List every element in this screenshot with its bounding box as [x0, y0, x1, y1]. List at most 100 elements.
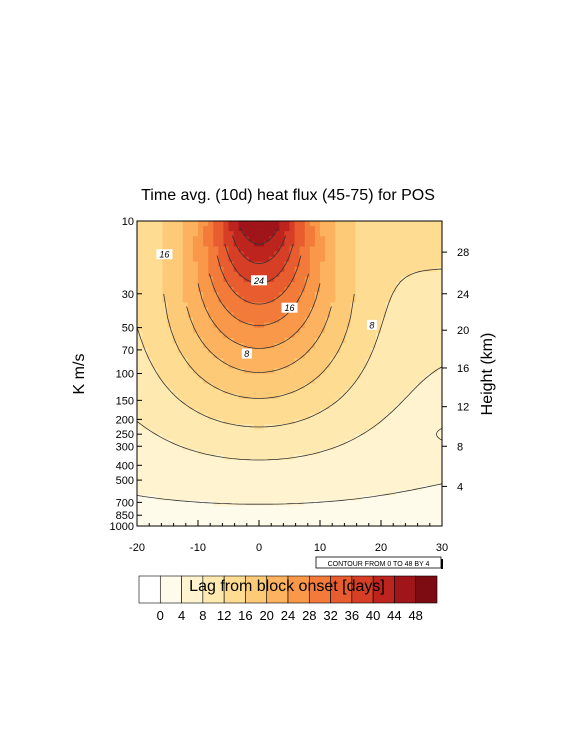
heatmap-cell: [411, 449, 418, 456]
heatmap-cell: [187, 383, 194, 390]
heatmap-cell: [396, 424, 402, 431]
heatmap-cell: [411, 231, 418, 237]
heatmap-cell: [314, 444, 321, 451]
heatmap-cell: [203, 343, 209, 349]
heatmap-cell: [142, 444, 148, 451]
heatmap-cell: [177, 292, 184, 298]
heatmap-cell: [279, 287, 286, 293]
heatmap-cell: [137, 465, 143, 471]
heatmap-cell: [192, 332, 199, 339]
heatmap-cell: [289, 271, 296, 278]
heatmap-cell: [142, 353, 148, 359]
heatmap-cell: [370, 465, 377, 471]
heatmap-cell: [192, 409, 199, 415]
heatmap-cell: [289, 505, 296, 512]
heatmap-cell: [431, 404, 438, 410]
heatmap-cell: [162, 393, 169, 400]
heatmap-cell: [243, 454, 250, 461]
heatmap-cell: [177, 388, 184, 395]
heatmap-cell: [406, 449, 413, 456]
heatmap-cell: [269, 454, 275, 461]
heatmap-cell: [340, 327, 347, 334]
heatmap-cell: [223, 444, 230, 451]
heatmap-cell: [431, 297, 438, 303]
heatmap-cell: [386, 236, 392, 242]
heatmap-cell: [360, 383, 367, 390]
heatmap-cell: [137, 266, 143, 273]
heatmap-cell: [355, 404, 362, 410]
heatmap-cell: [238, 515, 245, 522]
heatmap-cell: [238, 337, 245, 344]
heatmap-cell: [223, 480, 230, 486]
heatmap-cell: [279, 348, 286, 354]
heatmap-cell: [381, 419, 387, 425]
heatmap-cell: [228, 459, 235, 466]
heatmap-cell: [177, 251, 184, 258]
heatmap-cell: [386, 251, 392, 258]
heatmap-cell: [294, 368, 301, 375]
heatmap-cell: [299, 470, 306, 476]
heatmap-cell: [152, 322, 158, 329]
heatmap-cell: [147, 480, 153, 486]
heatmap-cell: [340, 480, 347, 486]
heatmap-cell: [167, 368, 174, 375]
heatmap-cell: [187, 348, 194, 354]
heatmap-cell: [396, 454, 402, 461]
heatmap-cell: [248, 505, 255, 512]
heatmap-cell: [314, 241, 321, 248]
heatmap-cell: [274, 454, 280, 461]
heatmap-cell: [284, 276, 291, 283]
heatmap-cell: [248, 388, 255, 395]
heatmap-cell: [192, 343, 199, 349]
heatmap-cell: [370, 363, 377, 370]
heatmap-cell: [233, 221, 240, 227]
heatmap-cell: [314, 221, 321, 227]
heatmap-cell: [248, 271, 255, 278]
heatmap-cell: [284, 271, 291, 278]
heatmap-cell: [416, 434, 423, 441]
heatmap-cell: [375, 241, 382, 248]
heatmap-cell: [279, 490, 286, 497]
heatmap-cell: [350, 388, 357, 395]
heatmap-cell: [345, 358, 352, 364]
heatmap-cell: [330, 332, 336, 339]
heatmap-cell: [314, 307, 321, 314]
heatmap-cell: [198, 485, 204, 492]
heatmap-cell: [396, 282, 402, 288]
heatmap-cell: [340, 388, 347, 395]
heatmap-cell: [360, 343, 367, 349]
heatmap-cell: [269, 337, 275, 344]
heatmap-cell: [198, 378, 204, 385]
heatmap-cell: [203, 322, 209, 329]
heatmap-cell: [396, 353, 402, 359]
heatmap-cell: [218, 353, 225, 359]
heatmap-cell: [304, 266, 311, 273]
heatmap-cell: [284, 231, 291, 237]
heatmap-cell: [152, 414, 158, 420]
heatmap-cell: [213, 429, 219, 436]
heatmap-cell: [162, 459, 169, 466]
heatmap-cell: [299, 221, 306, 227]
heatmap-cell: [187, 398, 194, 405]
heatmap-cell: [228, 388, 235, 395]
heatmap-cell: [192, 353, 199, 359]
heatmap-cell: [299, 256, 306, 263]
heatmap-cell: [406, 424, 413, 431]
heatmap-cell: [330, 505, 336, 512]
heatmap-cell: [264, 256, 270, 263]
heatmap-cell: [370, 337, 377, 344]
heatmap-cell: [187, 429, 194, 436]
heatmap-cell: [198, 332, 204, 339]
heatmap-cell: [152, 444, 158, 451]
heatmap-cell: [294, 439, 301, 446]
heatmap-cell: [350, 520, 357, 527]
heatmap-cell: [314, 439, 321, 446]
heatmap-cell: [309, 307, 316, 314]
heatmap-cell: [182, 470, 189, 476]
heatmap-cell: [416, 282, 423, 288]
heatmap-cell: [375, 490, 382, 497]
heatmap-cell: [213, 515, 219, 522]
heatmap-cell: [269, 266, 275, 273]
heatmap-cell: [279, 429, 286, 436]
